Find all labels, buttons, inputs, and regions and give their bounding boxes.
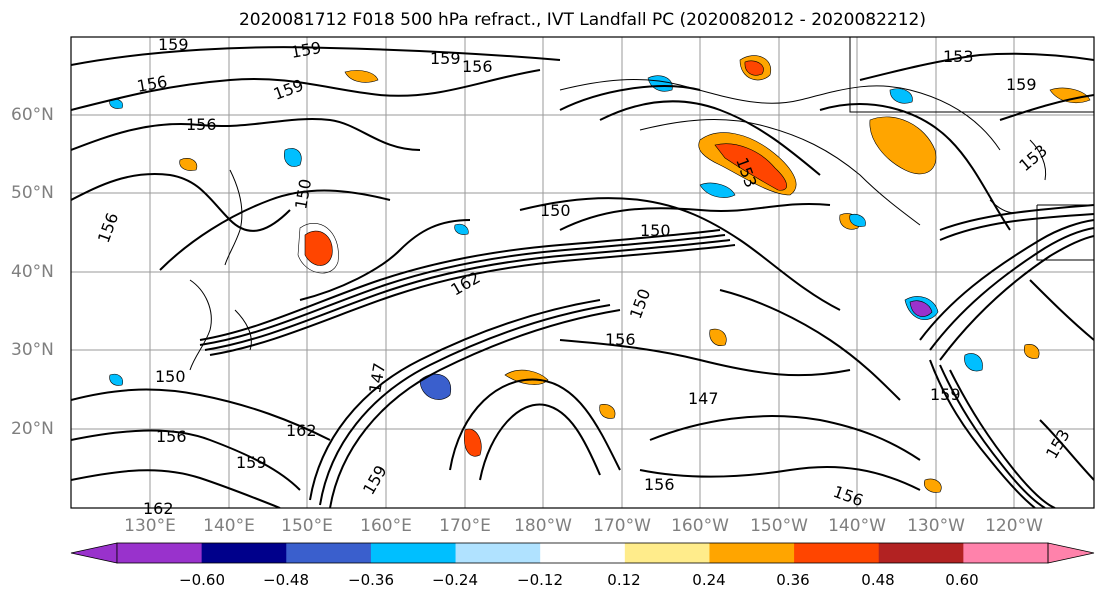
contour-label: 156 (462, 57, 493, 76)
ivt-shading (109, 55, 1091, 493)
colorbar-swatch (963, 543, 1049, 563)
contour-label: 147 (688, 389, 719, 408)
contour-label: 159 (930, 385, 961, 404)
lon-label-180w: 180°W (514, 516, 572, 536)
colorbar-swatch (455, 543, 541, 563)
colorbar-swatch (201, 543, 287, 563)
lat-label-50n: 50°N (11, 183, 54, 203)
contour-label: 159 (430, 49, 461, 68)
colorbar-swatch (540, 543, 626, 563)
colorbar-swatch (794, 543, 880, 563)
map-title: 2020081712 F018 500 hPa refract., IVT La… (238, 10, 926, 30)
map-frame (70, 36, 1095, 509)
lon-label-140w: 140°W (828, 516, 886, 536)
colorbar-tick-label: −0.24 (432, 571, 478, 589)
colorbar-extend-low (70, 542, 118, 564)
colorbar-swatch (878, 543, 964, 563)
lon-label-170w: 170°W (593, 516, 651, 536)
colorbar-extend-high (1047, 542, 1095, 564)
colorbar-swatch (709, 543, 795, 563)
lon-label-150w: 150°W (750, 516, 808, 536)
lat-label-60n: 60°N (11, 105, 54, 125)
lon-label-130w: 130°W (907, 516, 965, 536)
contour-lines (71, 46, 1094, 508)
lat-label-20n: 20°N (11, 419, 54, 439)
colorbar-swatch (624, 543, 710, 563)
contour-label: 156 (186, 115, 217, 134)
contour-label: 159 (236, 453, 267, 472)
contour-label: 162 (286, 421, 317, 440)
contour-label: 162 (143, 499, 174, 518)
colorbar-tick-label: −0.12 (517, 571, 563, 589)
colorbar-tick-label: 0.36 (776, 571, 810, 589)
contour-label: 156 (605, 330, 636, 349)
colorbar-swatch (117, 543, 203, 563)
colorbar-tick-label: 0.60 (945, 571, 979, 589)
colorbar-tick-label: −0.36 (348, 571, 394, 589)
contour-label: 150 (540, 201, 571, 220)
lon-label-130e: 130°E (124, 516, 176, 536)
region-box-2 (1036, 204, 1094, 261)
coastlines (189, 79, 1047, 371)
colorbar-frame (116, 542, 1049, 564)
colorbar (70, 542, 1095, 564)
lat-label-40n: 40°N (11, 262, 54, 282)
lon-label-160e: 160°E (360, 516, 412, 536)
region-box (849, 37, 1094, 113)
lon-label-170e: 170°E (439, 516, 491, 536)
contour-label: 159 (1006, 75, 1037, 94)
colorbar-tick-label: −0.60 (179, 571, 225, 589)
contour-label: 153 (943, 47, 974, 66)
contour-label: 156 (156, 427, 187, 446)
lon-label-150e: 150°E (281, 516, 333, 536)
lat-label-30n: 30°N (11, 340, 54, 360)
colorbar-tick-label: −0.48 (263, 571, 309, 589)
lon-label-160w: 160°W (671, 516, 729, 536)
lon-label-120w: 120°W (985, 516, 1043, 536)
contour-label: 150 (640, 221, 671, 240)
contour-label: 150 (155, 367, 186, 386)
colorbar-swatch (286, 543, 372, 563)
colorbar-tick-label: 0.48 (861, 571, 895, 589)
colorbar-tick-label: 0.24 (692, 571, 726, 589)
contour-label: 156 (644, 475, 675, 494)
lon-label-140e: 140°E (203, 516, 255, 536)
colorbar-swatch (370, 543, 457, 563)
contour-label: 159 (158, 35, 189, 54)
colorbar-tick-label: 0.12 (607, 571, 641, 589)
